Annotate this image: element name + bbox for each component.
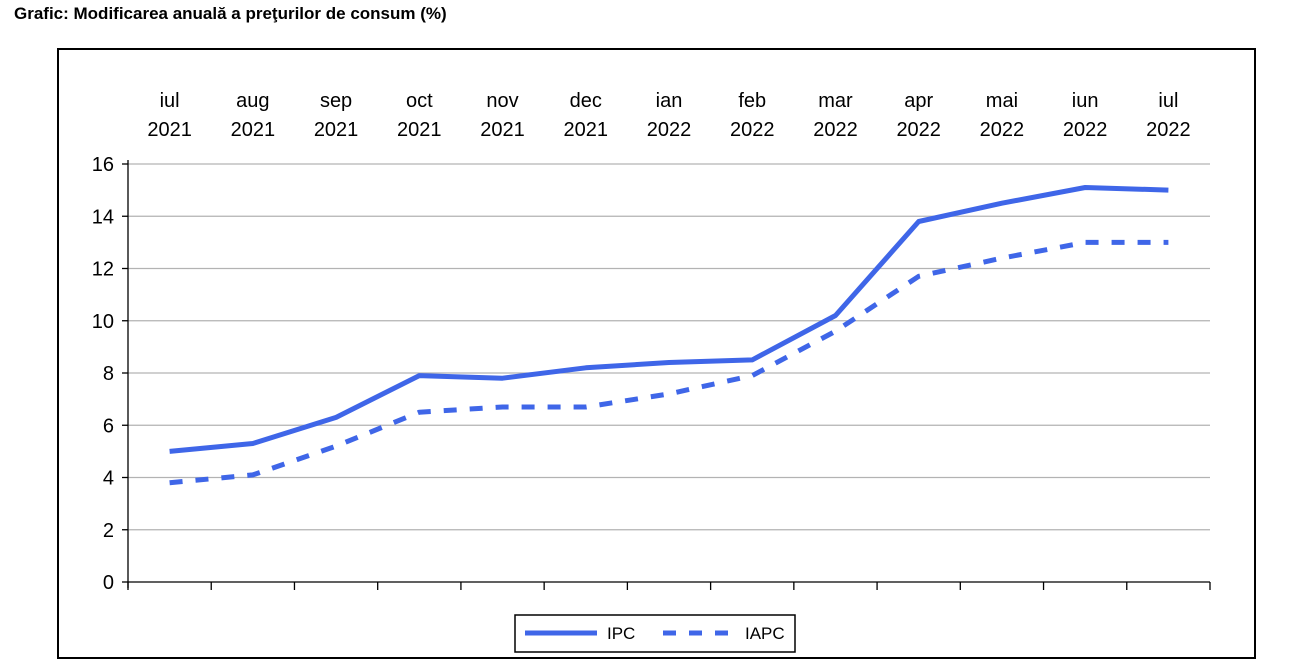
legend-label-ipc: IPC xyxy=(607,624,635,643)
x-tick-label-month: iun xyxy=(1072,90,1099,112)
x-axis-labels: iul 2021 aug 2021 sep 2021 oct 2021 nov 2021 dec 20… xyxy=(147,90,1190,141)
x-tick-label-month: aug xyxy=(236,90,269,112)
y-tick-label: 8 xyxy=(103,363,114,385)
x-tick-label-year: 2021 xyxy=(314,119,359,141)
x-tick-label-year: 2022 xyxy=(1146,119,1191,141)
x-tick-label-year: 2021 xyxy=(231,119,276,141)
x-tick-label-month: ian xyxy=(656,90,683,112)
x-tick-label-year: 2022 xyxy=(730,119,775,141)
x-tick-label-year: 2022 xyxy=(896,119,941,141)
y-tick-label: 4 xyxy=(103,468,114,490)
x-tick-label-year: 2022 xyxy=(813,119,858,141)
line-chart: iul2021aug2021sep2021oct2021nov2021dec20… xyxy=(92,90,1211,653)
x-tick-label-year: 2021 xyxy=(480,119,525,141)
axes xyxy=(122,160,1211,590)
legend-label-iapc: IAPC xyxy=(745,624,785,643)
series-lines xyxy=(169,185,1169,486)
y-tick-label: 6 xyxy=(103,415,114,437)
x-tick-label-month: iul xyxy=(1158,90,1178,112)
x-tick-label-month: nov xyxy=(486,90,518,112)
x-tick-label-month: dec xyxy=(570,90,602,112)
x-tick-label-year: 2021 xyxy=(397,119,442,141)
y-axis-labels: 0 2 4 6 8 10 12 14 16 xyxy=(92,154,114,594)
x-tick-label-month: sep xyxy=(320,90,352,112)
x-tick-label-year: 2022 xyxy=(647,119,692,141)
x-tick-label-year: 2022 xyxy=(980,119,1025,141)
y-tick-label: 10 xyxy=(92,311,114,333)
legend: IPC IAPC xyxy=(514,614,796,653)
chart-frame: iul 2021 aug 2021 sep 2021 oct 2021 nov 2021 dec 20… xyxy=(57,48,1256,659)
x-tick-label-year: 2021 xyxy=(564,119,609,141)
x-tick-label-month: feb xyxy=(738,90,766,112)
y-tick-label: 2 xyxy=(103,520,114,542)
x-tick-label-year: 2021 xyxy=(147,119,192,141)
series-line-ipc xyxy=(169,185,1169,454)
x-tick-label-month: iul xyxy=(160,90,180,112)
chart-title: Grafic: Modificarea anuală a preţurilor … xyxy=(14,4,447,23)
x-tick-label-month: apr xyxy=(904,90,933,112)
y-tick-label: 14 xyxy=(92,206,114,228)
y-tick-label: 0 xyxy=(103,572,114,594)
x-tick-label-year: 2022 xyxy=(1063,119,1108,141)
gridlines xyxy=(128,163,1210,531)
x-tick-label-month: oct xyxy=(406,90,433,112)
y-tick-label: 12 xyxy=(92,259,114,281)
y-tick-label: 16 xyxy=(92,154,114,176)
x-tick-label-month: mar xyxy=(818,90,853,112)
x-tick-label-month: mai xyxy=(986,90,1018,112)
